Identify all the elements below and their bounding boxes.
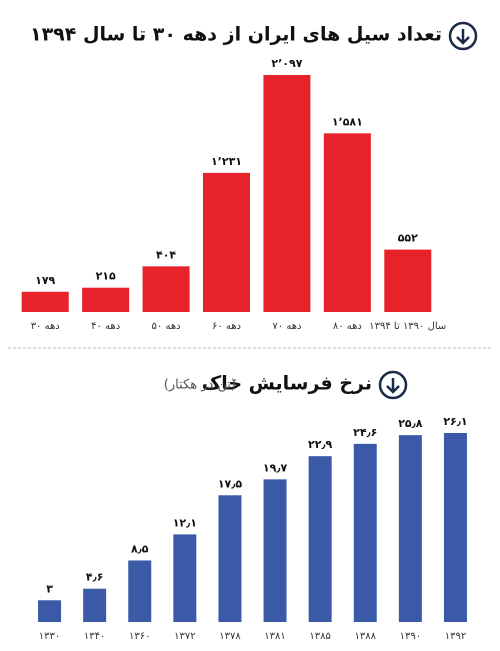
bar <box>38 600 62 622</box>
chart-title: تعداد سیل های ایران از دهه ۳۰ تا سال ۱۳۹… <box>30 24 442 46</box>
x-tick-label: ۱۳۴۰ <box>84 631 105 642</box>
value-label: ۱۲٫۱ <box>173 516 197 529</box>
x-tick-label: ۱۳۸۸ <box>355 631 377 642</box>
value-label: ۲۶٫۱ <box>443 415 467 428</box>
value-label: ۴۰۴ <box>156 248 176 261</box>
value-label: ۱۷٫۵ <box>218 477 243 490</box>
value-label: ۸٫۵ <box>131 542 149 555</box>
value-label: ۲۵٫۸ <box>398 417 423 430</box>
bar <box>308 456 332 622</box>
value-label: ۱۷۹ <box>35 274 55 287</box>
bar <box>83 588 107 622</box>
bar <box>323 133 371 312</box>
value-label: ۳ <box>46 582 53 595</box>
value-label: ۲۲٫۹ <box>308 438 333 451</box>
bar <box>384 249 432 312</box>
bar <box>21 291 69 312</box>
x-tick-label: ۱۳۸۱ <box>264 631 285 642</box>
x-tick-label: دهه ۴۰ <box>91 321 120 332</box>
x-tick-label: دهه ۸۰ <box>333 321 362 332</box>
value-label: ۱٬۲۳۱ <box>211 155 242 168</box>
value-label: ۲٬۰۹۷ <box>271 57 302 70</box>
x-tick-label: ۱۳۸۵ <box>309 631 330 642</box>
bar <box>353 443 377 622</box>
bar <box>263 75 311 312</box>
value-label: ۱٬۵۸۱ <box>332 115 363 128</box>
x-tick-label: ۱۳۹۰ <box>400 631 421 642</box>
value-label: ۵۵۲ <box>398 232 418 245</box>
x-tick-label: دهه ۵۰ <box>152 321 181 332</box>
bar <box>128 560 152 622</box>
chart-subtitle: (تن در هکتار) <box>164 378 236 393</box>
bar <box>218 495 242 622</box>
bar <box>203 172 250 312</box>
bar <box>142 266 190 312</box>
value-label: ۲۱۵ <box>96 270 116 283</box>
bar <box>443 433 467 622</box>
value-label: ۴٫۶ <box>86 571 104 584</box>
x-tick-label: ۱۳۹۲ <box>445 631 466 642</box>
icon <box>378 370 408 400</box>
x-tick-label: دهه ۷۰ <box>272 321 301 332</box>
bar <box>173 534 197 622</box>
x-tick-label: ۱۳۷۸ <box>219 631 241 642</box>
x-tick-label: ۱۳۷۲ <box>174 631 195 642</box>
x-tick-label: دهه ۳۰ <box>31 321 60 332</box>
value-label: ۱۹٫۷ <box>263 461 288 474</box>
bar <box>82 287 130 312</box>
x-tick-label: ۱۳۶۰ <box>129 631 150 642</box>
value-label: ۲۴٫۶ <box>353 426 377 439</box>
bar <box>263 479 287 622</box>
chart-title: نرخ فرسایش خاک <box>202 373 372 395</box>
x-tick-label: دهه ۶۰ <box>212 321 241 332</box>
x-tick-label: سال ۱۳۹۰ تا ۱۳۹۴ <box>369 321 446 332</box>
x-tick-label: ۱۳۳۰ <box>39 631 60 642</box>
icon <box>448 21 478 51</box>
bar <box>398 435 422 622</box>
